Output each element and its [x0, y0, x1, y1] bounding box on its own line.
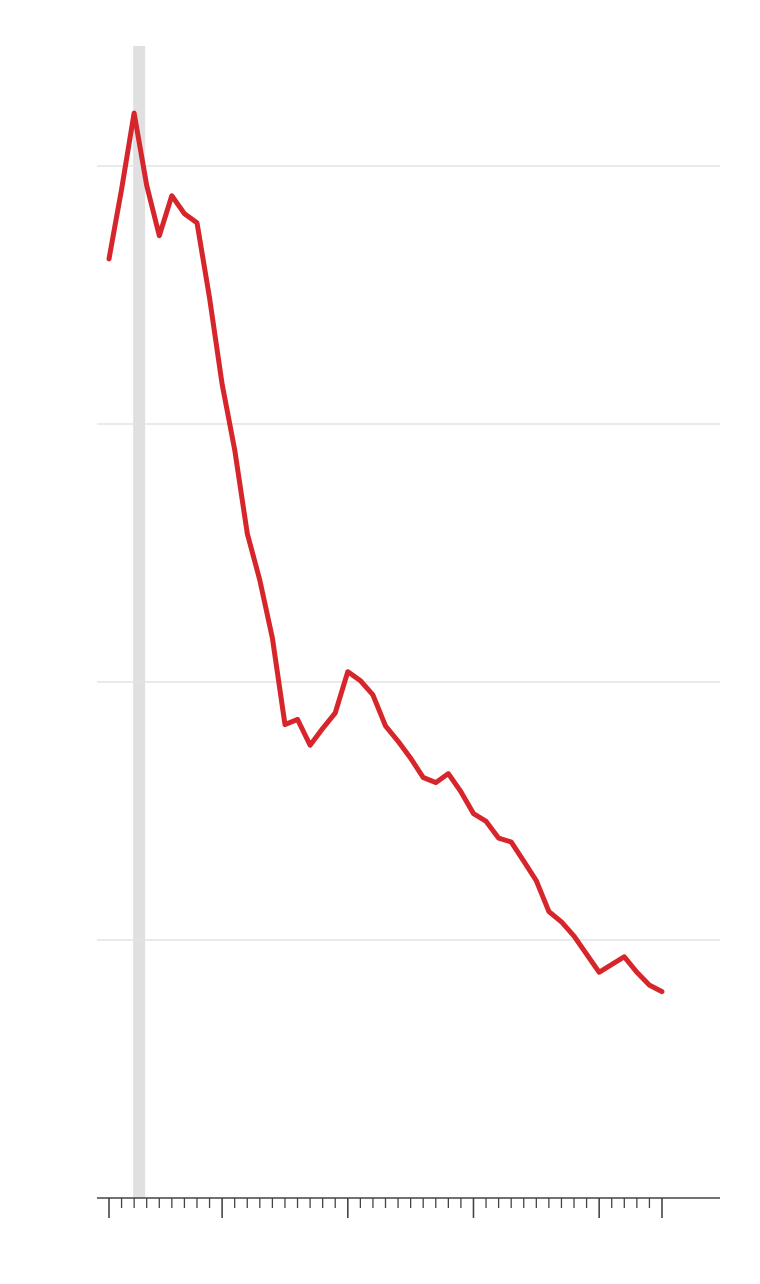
x-axis: [97, 1197, 720, 1218]
series-line: [106, 110, 665, 995]
shaded-period-band: [133, 46, 146, 1198]
y-gridlines: [97, 165, 720, 941]
series-layer: [106, 110, 665, 995]
shaded-band: [133, 46, 146, 1198]
